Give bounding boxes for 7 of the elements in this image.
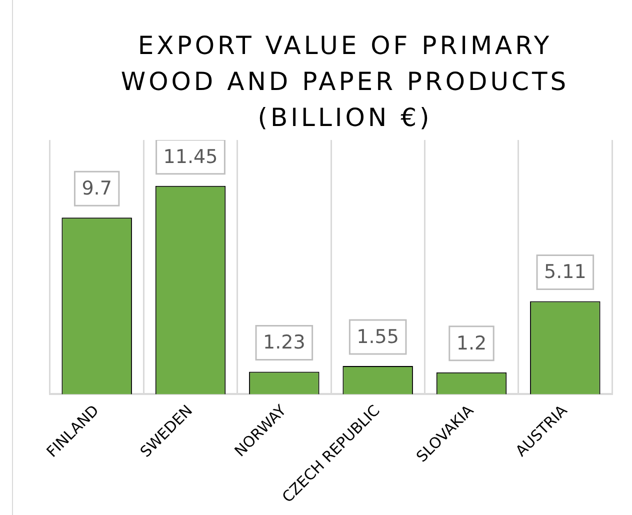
- data-label: 11.45: [163, 146, 218, 168]
- data-label: 9.7: [82, 178, 112, 200]
- data-label: 5.11: [544, 261, 586, 284]
- chart-title: EXPORT VALUE OF PRIMARY WOOD AND PAPER PRODUCTS (BILLION €): [120, 30, 570, 134]
- data-label: 1.55: [356, 326, 399, 348]
- data-label: 1.23: [263, 332, 306, 354]
- data-label: 1.2: [456, 332, 487, 354]
